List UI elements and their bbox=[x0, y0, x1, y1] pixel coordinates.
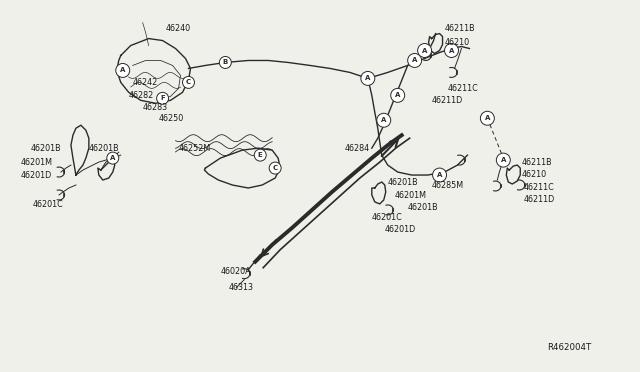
Circle shape bbox=[497, 153, 510, 167]
Text: 46201B: 46201B bbox=[388, 177, 419, 186]
Text: 46211B: 46211B bbox=[445, 24, 475, 33]
Circle shape bbox=[157, 92, 168, 104]
Text: 46201M: 46201M bbox=[395, 192, 427, 201]
Text: C: C bbox=[273, 165, 278, 171]
Text: 46284: 46284 bbox=[345, 144, 370, 153]
Text: 46250: 46250 bbox=[159, 114, 184, 123]
Circle shape bbox=[269, 162, 281, 174]
Text: 46210: 46210 bbox=[445, 38, 470, 47]
Circle shape bbox=[408, 54, 422, 67]
Circle shape bbox=[377, 113, 391, 127]
Circle shape bbox=[391, 89, 404, 102]
Text: A: A bbox=[365, 76, 371, 81]
Text: A: A bbox=[422, 48, 428, 54]
Text: 46252M: 46252M bbox=[179, 144, 211, 153]
Text: 46201B: 46201B bbox=[31, 144, 61, 153]
Text: A: A bbox=[449, 48, 454, 54]
Text: 46211D: 46211D bbox=[431, 96, 463, 105]
Text: 46240: 46240 bbox=[166, 24, 191, 33]
Text: 46020A: 46020A bbox=[220, 267, 251, 276]
Text: A: A bbox=[412, 57, 417, 64]
Text: 46201C: 46201C bbox=[372, 214, 403, 222]
Text: R462004T: R462004T bbox=[547, 343, 591, 352]
Circle shape bbox=[220, 57, 231, 68]
Circle shape bbox=[182, 76, 195, 89]
Text: A: A bbox=[381, 117, 387, 123]
Text: 46285M: 46285M bbox=[431, 180, 464, 189]
Text: F: F bbox=[160, 95, 165, 101]
Text: 46211C: 46211C bbox=[524, 183, 554, 192]
Text: A: A bbox=[395, 92, 401, 98]
Text: A: A bbox=[500, 157, 506, 163]
Text: 46211C: 46211C bbox=[447, 84, 478, 93]
Text: 46211D: 46211D bbox=[524, 195, 554, 205]
Text: 46201C: 46201C bbox=[33, 201, 64, 209]
Text: 46201D: 46201D bbox=[385, 225, 416, 234]
Circle shape bbox=[445, 44, 458, 58]
Text: 46242: 46242 bbox=[132, 78, 158, 87]
Text: E: E bbox=[258, 152, 262, 158]
Circle shape bbox=[361, 71, 375, 86]
Circle shape bbox=[116, 64, 130, 77]
Text: 46201B: 46201B bbox=[89, 144, 120, 153]
Text: 46313: 46313 bbox=[228, 283, 253, 292]
Text: A: A bbox=[120, 67, 125, 73]
Circle shape bbox=[418, 44, 431, 58]
Text: 46210: 46210 bbox=[521, 170, 547, 179]
Circle shape bbox=[433, 168, 447, 182]
Text: 46211B: 46211B bbox=[521, 158, 552, 167]
Circle shape bbox=[481, 111, 494, 125]
Text: 46201D: 46201D bbox=[21, 170, 52, 180]
Text: 46201M: 46201M bbox=[21, 158, 53, 167]
Circle shape bbox=[254, 149, 266, 161]
Text: B: B bbox=[223, 60, 228, 65]
Text: A: A bbox=[437, 172, 442, 178]
Text: C: C bbox=[186, 79, 191, 86]
Text: A: A bbox=[484, 115, 490, 121]
Text: 46283: 46283 bbox=[143, 103, 168, 112]
Text: A: A bbox=[110, 155, 115, 161]
Text: 46201B: 46201B bbox=[408, 203, 438, 212]
Circle shape bbox=[107, 152, 119, 164]
Text: 46282: 46282 bbox=[129, 91, 154, 100]
